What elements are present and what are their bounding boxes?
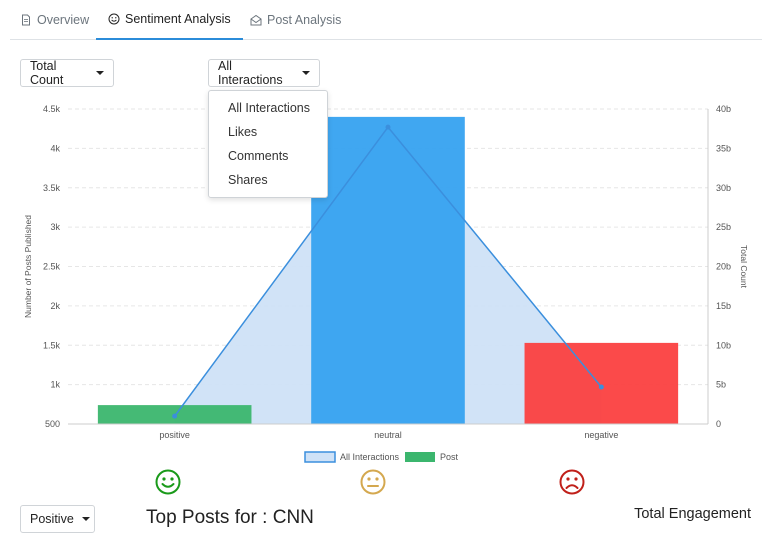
y2-tick-label: 5b xyxy=(716,380,726,390)
legend-swatch-all-interactions xyxy=(304,451,336,463)
y-tick-label: 2k xyxy=(50,301,60,311)
happy-face-icon[interactable] xyxy=(155,469,181,495)
interactions-point-negative xyxy=(598,384,604,390)
y2-tick-label: 35b xyxy=(716,143,731,153)
total-engagement-label: Total Engagement xyxy=(634,506,751,522)
sentiment-dropdown-label: Positive xyxy=(30,512,74,526)
tab-sentiment-analysis[interactable]: Sentiment Analysis xyxy=(96,0,243,40)
top-posts-title: Top Posts for : CNN xyxy=(146,507,314,528)
y2-tick-label: 20b xyxy=(716,262,731,272)
interactions-dropdown[interactable]: All Interactions xyxy=(208,59,320,87)
y-axis-title: Number of Posts Published xyxy=(23,215,33,318)
document-icon xyxy=(22,14,30,26)
y2-tick-label: 10b xyxy=(716,340,731,350)
y-tick-label: 3k xyxy=(50,222,60,232)
metric-dropdown[interactable]: Total Count xyxy=(20,59,114,87)
chart-axes: 500 0 1k 5b 1.5k 10b 2k 15b 2.5k 20b 3k 25b 3.5k 30b 4… xyxy=(23,104,749,440)
menu-item-all-interactions[interactable]: All Interactions xyxy=(228,101,310,115)
caret-down-icon xyxy=(302,71,310,75)
tab-overview[interactable]: Overview xyxy=(20,0,89,40)
interactions-menu: All Interactions Likes Comments Shares xyxy=(208,90,328,198)
bar-negative xyxy=(524,342,679,424)
smiley-icon xyxy=(108,13,120,25)
menu-item-shares[interactable]: Shares xyxy=(228,173,268,187)
menu-item-likes[interactable]: Likes xyxy=(228,125,258,139)
posts-bar-series xyxy=(97,116,679,424)
legend-label-all-interactions: All Interactions xyxy=(340,452,400,462)
sentiment-chart: 500 0 1k 5b 1.5k 10b 2k 15b 2.5k 20b 3k 25b 3.5k 30b 4… xyxy=(23,104,749,463)
legend-label-post: Post xyxy=(440,452,459,462)
y2-axis-title: Total Count xyxy=(739,245,749,289)
sentiment-dropdown[interactable]: Positive xyxy=(20,505,95,533)
sad-face-icon[interactable] xyxy=(559,469,585,495)
tab-sentiment-analysis-label: Sentiment Analysis xyxy=(125,12,231,26)
interactions-point-neutral xyxy=(385,124,391,130)
chart-legend: All Interactions Post xyxy=(304,451,459,463)
bar-neutral xyxy=(311,116,465,424)
interactions-dropdown-label: All Interactions xyxy=(218,59,283,87)
y-tick-label: 4.5k xyxy=(43,104,61,114)
caret-down-icon xyxy=(96,71,104,75)
x-tick-label: negative xyxy=(584,430,618,440)
x-tick-label: neutral xyxy=(374,430,402,440)
y2-tick-label: 0 xyxy=(716,419,721,429)
y-tick-label: 500 xyxy=(45,419,60,429)
y-tick-label: 4k xyxy=(50,143,60,153)
y2-tick-label: 30b xyxy=(716,183,731,193)
x-tick-label: positive xyxy=(159,430,190,440)
interactions-point-positive xyxy=(172,413,178,419)
y-tick-label: 2.5k xyxy=(43,262,61,272)
envelope-open-icon xyxy=(250,14,262,26)
legend-swatch-post xyxy=(405,452,435,462)
tab-overview-label: Overview xyxy=(37,13,90,27)
interactions-line-series xyxy=(172,124,604,419)
tab-post-analysis[interactable]: Post Analysis xyxy=(250,0,341,40)
y-tick-label: 1k xyxy=(50,380,60,390)
menu-item-comments[interactable]: Comments xyxy=(228,149,289,163)
caret-down-icon xyxy=(81,517,90,521)
y-tick-label: 1.5k xyxy=(43,340,61,350)
y2-tick-label: 15b xyxy=(716,301,731,311)
tab-bar: Overview Sentiment Analysis Post Analysi… xyxy=(10,0,762,40)
y2-tick-label: 25b xyxy=(716,222,731,232)
metric-dropdown-label: Total Count xyxy=(30,59,64,87)
y-tick-label: 3.5k xyxy=(43,183,61,193)
tab-post-analysis-label: Post Analysis xyxy=(267,13,342,27)
neutral-face-icon[interactable] xyxy=(360,469,386,495)
y2-tick-label: 40b xyxy=(716,104,731,114)
